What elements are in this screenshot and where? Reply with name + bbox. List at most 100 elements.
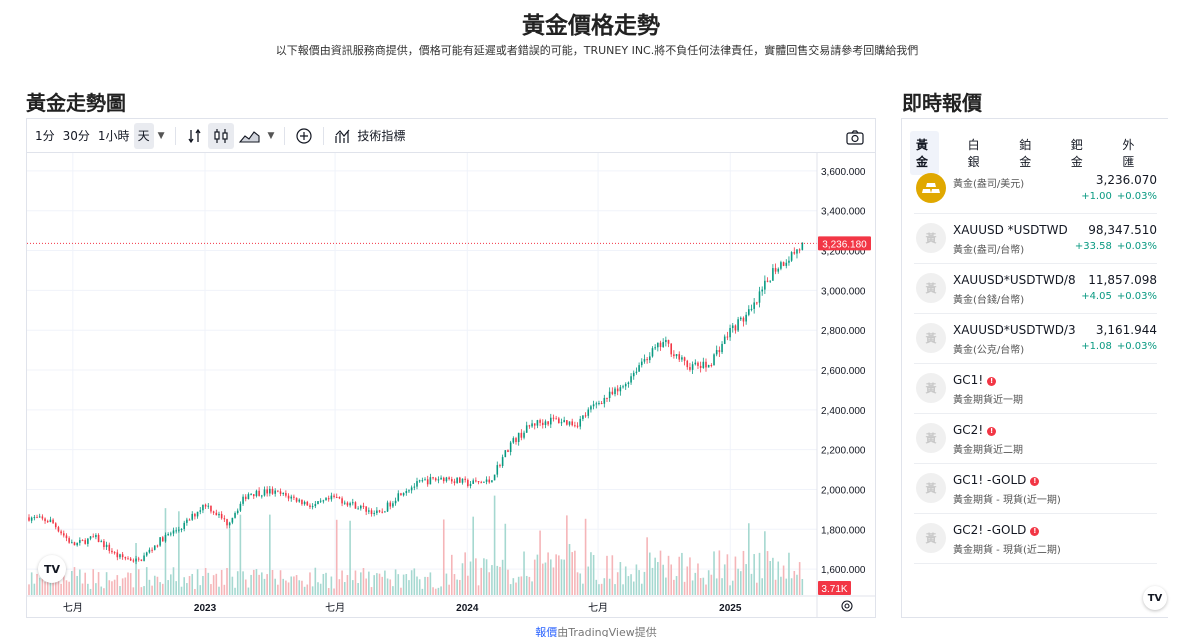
candle-body: [46, 521, 49, 523]
quote-row[interactable]: 黃 GC2!! 黃金期貨近二期: [914, 414, 1157, 464]
quote-change-pct: +0.03%: [1116, 341, 1157, 352]
tab-silver[interactable]: 白銀: [967, 138, 980, 169]
volume-bar: [228, 528, 231, 595]
toolbar-divider: [284, 126, 286, 145]
tradingview-logo-icon[interactable]: TV: [38, 555, 66, 583]
quote-row[interactable]: 黃 XAUUSD *USDTWD 黃金(盎司/台幣) 98,347.510 +33.58…: [914, 214, 1157, 264]
volume-bar: [73, 567, 76, 595]
price-axis[interactable]: 3,600.000 3,400.000 3,200.000 3,000.000 2,80…: [816, 153, 866, 617]
candle-body: [202, 504, 204, 511]
chart-type-dropdown-chevron-icon[interactable]: ▼: [267, 130, 275, 141]
quote-description: 黃金(盎司/美元): [953, 179, 1025, 190]
volume-bar: [643, 571, 646, 595]
area-chart-type-icon[interactable]: [234, 123, 264, 149]
candle-body: [153, 545, 156, 550]
candle-body: [346, 502, 349, 506]
volume-bar: [145, 567, 148, 595]
camera-snapshot-icon[interactable]: [841, 124, 869, 150]
quote-row[interactable]: 黃 XAUUSD*USDTWD/3 黃金(公克/台幣) 3,161.944 +1.08 +…: [914, 314, 1157, 364]
candle-body: [159, 537, 161, 546]
quote-row[interactable]: 黃 GC1!! 黃金期貨近一期: [914, 364, 1157, 414]
price-chart[interactable]: 3,600.000 3,400.000 3,200.000 3,000.000 2,80…: [27, 153, 875, 617]
candle-body: [392, 503, 394, 507]
volume-bar: [194, 588, 196, 595]
volume-bar: [33, 583, 36, 595]
volume-bar: [49, 582, 52, 595]
quote-row[interactable]: 黃 GC1! -GOLD! 黃金期貨 - 現貨(近一期): [914, 464, 1157, 514]
volume-bar: [405, 574, 408, 595]
quote-row[interactable]: 黃金(盎司/美元) 3,236.070 +1.00 +0.03%: [914, 164, 1157, 214]
volume-bar: [456, 579, 458, 595]
tab-palladium[interactable]: 鈀金: [1070, 138, 1083, 169]
volume-bar: [785, 578, 788, 595]
volume-bar: [132, 587, 135, 595]
interval-day-button[interactable]: 天: [133, 122, 154, 149]
settings-gear-icon[interactable]: [841, 600, 853, 612]
candle-body: [774, 268, 777, 272]
interval-dropdown-chevron-icon[interactable]: ▼: [157, 130, 165, 141]
candle-body: [325, 498, 327, 501]
volume-bar: [218, 586, 220, 595]
candle-body: [341, 498, 343, 504]
volume-bar: [566, 515, 568, 595]
candle-body: [592, 404, 595, 407]
volume-bar: [571, 552, 573, 595]
indicators-button[interactable]: 技術指標: [330, 123, 409, 149]
volume-bar: [788, 552, 790, 595]
tab-gold[interactable]: 黃金: [910, 131, 939, 175]
add-symbol-plus-icon[interactable]: [291, 123, 317, 149]
volume-bar: [79, 569, 81, 595]
volume-bar: [632, 581, 635, 595]
volume-bar: [161, 583, 164, 595]
interval-1min-button[interactable]: 1分: [35, 129, 55, 143]
volume-bar: [71, 570, 73, 595]
interval-30min-button[interactable]: 30分: [62, 129, 90, 143]
quote-credit-link[interactable]: 報價: [535, 626, 558, 637]
page-subtitle: 以下報價由資訊服務商提供，價格可能有延遲或者錯誤的可能，TRUNEY INC.將…: [275, 44, 919, 57]
volume-bar: [223, 584, 226, 595]
candle-body: [721, 343, 723, 353]
volume-bar: [298, 580, 301, 595]
volume-bar: [180, 586, 183, 595]
candle-body: [113, 552, 116, 554]
candle-body: [582, 415, 584, 419]
volume-bar: [343, 582, 346, 595]
time-axis[interactable]: 七月 2023 七月 2024 七月 2025: [27, 595, 875, 614]
candle-body: [277, 490, 279, 492]
volume-bar: [600, 583, 603, 595]
candle-body: [161, 537, 164, 542]
quote-price: 98,347.510: [1088, 223, 1157, 237]
volume-bar: [81, 583, 84, 595]
candle-body: [338, 497, 341, 499]
volume-bar: [608, 578, 611, 595]
tab-forex[interactable]: 外匯: [1122, 138, 1135, 169]
interval-1hour-button[interactable]: 1小時: [97, 129, 130, 143]
volume-bar: [587, 566, 590, 595]
tradingview-logo-icon[interactable]: TV: [1143, 586, 1167, 610]
quote-change: +33.58 +0.03%: [1075, 241, 1157, 252]
candle-body: [798, 249, 801, 251]
x-tick-label: 2023: [194, 603, 217, 614]
volume-bar: [665, 577, 667, 595]
volume-bar: [531, 581, 533, 595]
volume-bar: [362, 568, 365, 595]
quote-row[interactable]: 黃 XAUUSD*USDTWD/8 黃金(台錢/台幣) 11,857.098 +4.05…: [914, 264, 1157, 314]
candle-body: [509, 442, 512, 452]
volume-bar: [694, 572, 697, 595]
volume-bar: [507, 569, 509, 595]
volume-bar: [491, 565, 493, 595]
volume-bar: [333, 588, 335, 595]
candle-body: [250, 494, 252, 496]
tab-platinum[interactable]: 鉑金: [1019, 138, 1032, 169]
volume-bar: [777, 561, 780, 595]
candles-chart-type-icon[interactable]: [207, 122, 234, 149]
volume-bar: [271, 569, 274, 595]
y-tick-label: 3,000.000: [821, 286, 866, 297]
volume-bar: [186, 583, 188, 595]
compare-bars-icon[interactable]: [182, 123, 208, 149]
candle-body: [132, 560, 135, 562]
candle-body: [480, 482, 483, 484]
quote-row[interactable]: 黃 GC2! -GOLD! 黃金期貨 - 現貨(近二期): [914, 514, 1157, 564]
candle-body: [73, 542, 76, 546]
candle-body: [218, 513, 220, 516]
